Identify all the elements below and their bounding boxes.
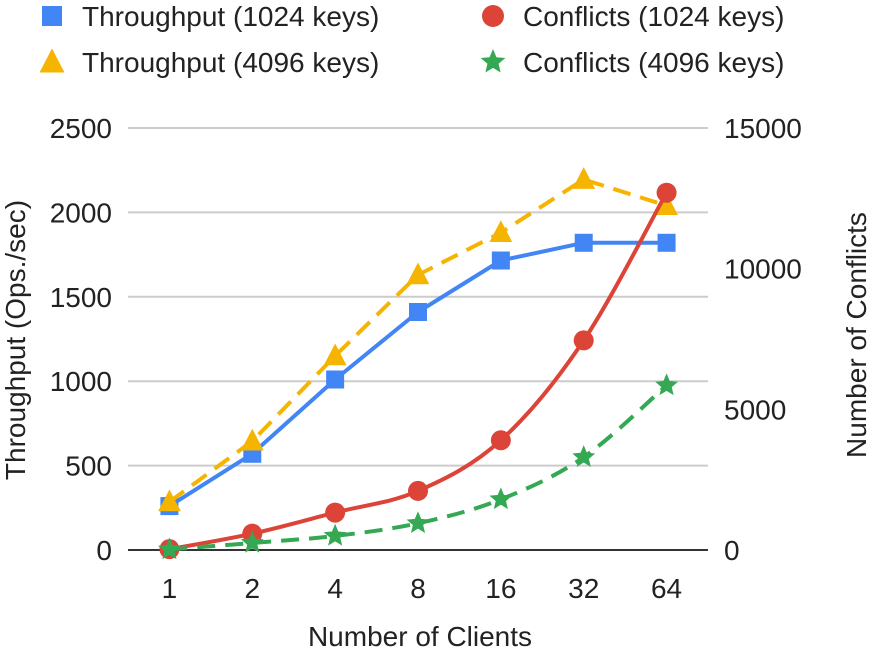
x-tick-label: 1 xyxy=(162,573,178,604)
data-point xyxy=(572,167,596,189)
x-tick-label: 4 xyxy=(327,573,343,604)
legend: Throughput (1024 keys) Conflicts (1024 ke… xyxy=(39,1,784,78)
data-point xyxy=(572,445,596,467)
series-group xyxy=(158,167,678,560)
series-conflicts-4096-keys xyxy=(158,373,678,560)
data-point xyxy=(326,370,345,389)
data-point xyxy=(406,511,430,533)
data-point xyxy=(573,330,594,351)
left-tick-label: 0 xyxy=(96,535,112,566)
right-tick-label: 5000 xyxy=(724,394,786,425)
data-point xyxy=(490,430,511,451)
data-point xyxy=(323,523,347,546)
data-point xyxy=(325,502,346,523)
x-tick-label: 64 xyxy=(651,573,682,604)
legend-item: Conflicts (1024 keys) xyxy=(482,1,784,32)
data-point xyxy=(240,428,264,451)
legend-marker xyxy=(482,5,504,27)
data-point xyxy=(655,373,678,396)
legend-marker xyxy=(39,48,65,73)
legend-label: Throughput (1024 keys) xyxy=(82,1,379,32)
right-tick-label: 15000 xyxy=(724,113,802,144)
data-point xyxy=(408,480,428,501)
data-point xyxy=(656,182,677,203)
left-tick-label: 500 xyxy=(65,451,112,482)
data-point xyxy=(409,302,427,321)
data-point xyxy=(574,233,593,252)
left-tick-label: 1500 xyxy=(50,282,112,313)
series-conflicts-1024-keys xyxy=(159,182,677,560)
x-tick-label: 8 xyxy=(410,573,426,604)
legend-item: Throughput (1024 keys) xyxy=(42,1,379,32)
x-axis-label: Number of Clients xyxy=(308,621,532,650)
left-tick-label: 2000 xyxy=(50,197,112,228)
left-axis-ticks: 0 500 1000 1500 2000 2500 xyxy=(50,113,112,566)
x-tick-label: 32 xyxy=(568,573,599,604)
data-point xyxy=(491,251,510,270)
x-tick-label: 2 xyxy=(244,573,260,604)
data-point xyxy=(489,487,513,510)
data-point xyxy=(489,220,513,243)
data-point xyxy=(158,537,181,560)
data-point xyxy=(323,343,347,366)
left-tick-label: 1000 xyxy=(50,366,112,397)
data-point xyxy=(657,233,676,252)
data-point xyxy=(240,530,264,553)
x-axis-ticks: 1 2 4 8 16 32 64 xyxy=(162,573,683,604)
x-tick-label: 16 xyxy=(485,573,516,604)
legend-label: Conflicts (4096 keys) xyxy=(523,47,784,78)
left-tick-label: 2500 xyxy=(50,113,112,144)
legend-label: Throughput (4096 keys) xyxy=(82,47,379,78)
data-point xyxy=(655,193,678,215)
series-throughput-1024-keys xyxy=(160,233,676,516)
grid-lines xyxy=(128,127,708,551)
right-tick-label: 10000 xyxy=(724,254,802,285)
right-tick-label: 0 xyxy=(724,535,740,566)
legend-marker xyxy=(42,6,62,26)
legend-marker xyxy=(480,49,506,73)
legend-label: Conflicts (1024 keys) xyxy=(523,1,784,32)
right-axis-ticks: 0 5000 10000 15000 xyxy=(724,113,802,566)
series-throughput-4096-keys xyxy=(158,167,678,512)
legend-item: Throughput (4096 keys) xyxy=(39,47,379,78)
data-point xyxy=(406,262,430,285)
legend-item: Conflicts (4096 keys) xyxy=(480,47,784,78)
y-axis-label-left: Throughput (Ops./sec) xyxy=(0,200,31,480)
data-point xyxy=(158,489,181,512)
y-axis-label-right: Number of Conflicts xyxy=(841,212,871,458)
